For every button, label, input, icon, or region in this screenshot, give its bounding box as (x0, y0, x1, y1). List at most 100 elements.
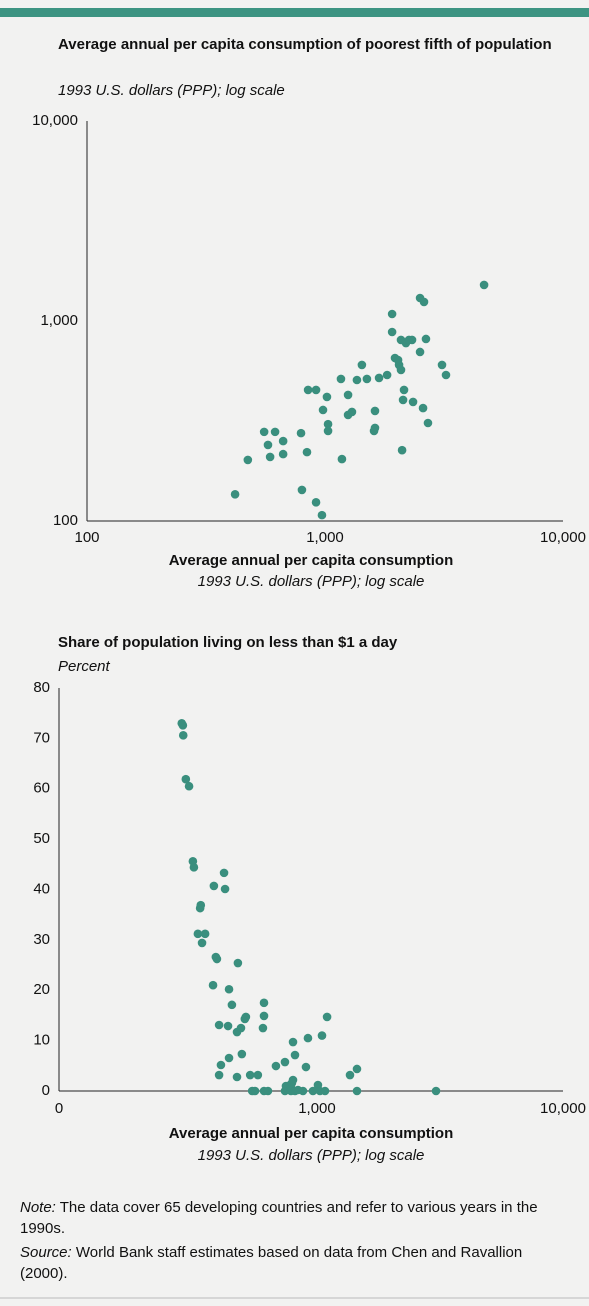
point (237, 1049, 247, 1059)
point (209, 881, 219, 891)
chart-subtitle: 1993 U.S. dollars (PPP); log scale (58, 82, 285, 99)
point (374, 373, 384, 383)
point (189, 863, 199, 872)
source-label: Source: (20, 1244, 72, 1261)
source-text: World Bank staff estimates based on data… (20, 1244, 523, 1282)
point (397, 445, 407, 455)
point (317, 510, 327, 520)
point (271, 1061, 281, 1071)
point (396, 365, 406, 375)
point (352, 375, 362, 385)
point (214, 1070, 224, 1080)
point (259, 1011, 269, 1021)
point (224, 1053, 234, 1063)
point (212, 954, 222, 964)
point (370, 406, 380, 416)
point (345, 1070, 355, 1080)
point (270, 427, 280, 437)
point (241, 1012, 251, 1022)
point (263, 440, 273, 450)
point (343, 390, 353, 400)
y-tick-label: 60 (33, 780, 50, 797)
point (290, 1050, 300, 1060)
y-tick-label: 1,000 (40, 312, 78, 329)
x-axis-label: Average annual per capita consumption (169, 552, 454, 569)
point (421, 334, 431, 344)
x-axis-sublabel: 1993 U.S. dollars (PPP); log scale (198, 1147, 425, 1164)
point (200, 929, 210, 939)
point (181, 774, 191, 784)
point (219, 868, 229, 878)
point (178, 731, 188, 740)
point (227, 1000, 237, 1010)
point (184, 781, 194, 791)
point (423, 418, 433, 428)
x-axis-label: Average annual per capita consumption (169, 1125, 454, 1142)
point (233, 958, 243, 968)
point (216, 1060, 226, 1070)
point (303, 385, 313, 395)
point (278, 449, 288, 459)
point (311, 498, 321, 507)
point (320, 1086, 330, 1096)
point (347, 407, 357, 417)
point (479, 280, 489, 290)
point (288, 1075, 298, 1085)
x-axis-sublabel: 1993 U.S. dollars (PPP); log scale (198, 573, 425, 590)
point (278, 436, 288, 446)
point (243, 455, 253, 465)
y-tick-label: 20 (33, 981, 50, 998)
x-tick-label: 10,000 (540, 529, 586, 546)
chart-subtitle: Percent (58, 658, 110, 675)
point (250, 1086, 260, 1096)
point (415, 347, 425, 357)
y-tick-label: 40 (33, 880, 50, 897)
point (220, 884, 230, 894)
point (322, 392, 332, 402)
point (197, 938, 207, 948)
point (265, 452, 275, 462)
y-tick-label: 100 (53, 512, 78, 529)
point (302, 447, 312, 457)
point (408, 397, 418, 407)
x-tick-label: 1,000 (306, 529, 344, 546)
point (263, 1086, 273, 1096)
point (311, 385, 321, 395)
y-tick-label: 30 (33, 931, 50, 948)
point (232, 1072, 242, 1082)
top-bar (0, 8, 589, 17)
point (352, 1086, 362, 1096)
point (259, 998, 269, 1008)
point (259, 427, 269, 437)
y-tick-label: 10,000 (32, 112, 78, 129)
x-tick-label: 10,000 (540, 1100, 586, 1117)
chart-title: Share of population living on less than … (58, 634, 398, 651)
point (301, 1062, 311, 1072)
point (369, 426, 379, 436)
point (236, 1023, 246, 1033)
point (297, 485, 307, 495)
point (357, 360, 367, 370)
y-tick-label: 10 (33, 1032, 50, 1049)
point (387, 309, 397, 319)
point (258, 1023, 268, 1033)
point (308, 1086, 318, 1096)
point (323, 426, 333, 436)
point (193, 929, 203, 939)
point (245, 1070, 255, 1080)
source: Source: World Bank staff estimates based… (20, 1242, 560, 1284)
note-label: Note: (20, 1199, 56, 1216)
point (398, 395, 408, 405)
point (337, 454, 347, 464)
x-tick-label: 100 (74, 529, 99, 546)
point (322, 1012, 332, 1022)
y-tick-label: 70 (33, 729, 50, 746)
point (293, 1085, 303, 1095)
point (399, 385, 409, 395)
note-text: The data cover 65 developing countries a… (20, 1199, 538, 1237)
point (280, 1057, 290, 1067)
point (362, 374, 372, 384)
y-tick-label: 50 (33, 830, 50, 847)
